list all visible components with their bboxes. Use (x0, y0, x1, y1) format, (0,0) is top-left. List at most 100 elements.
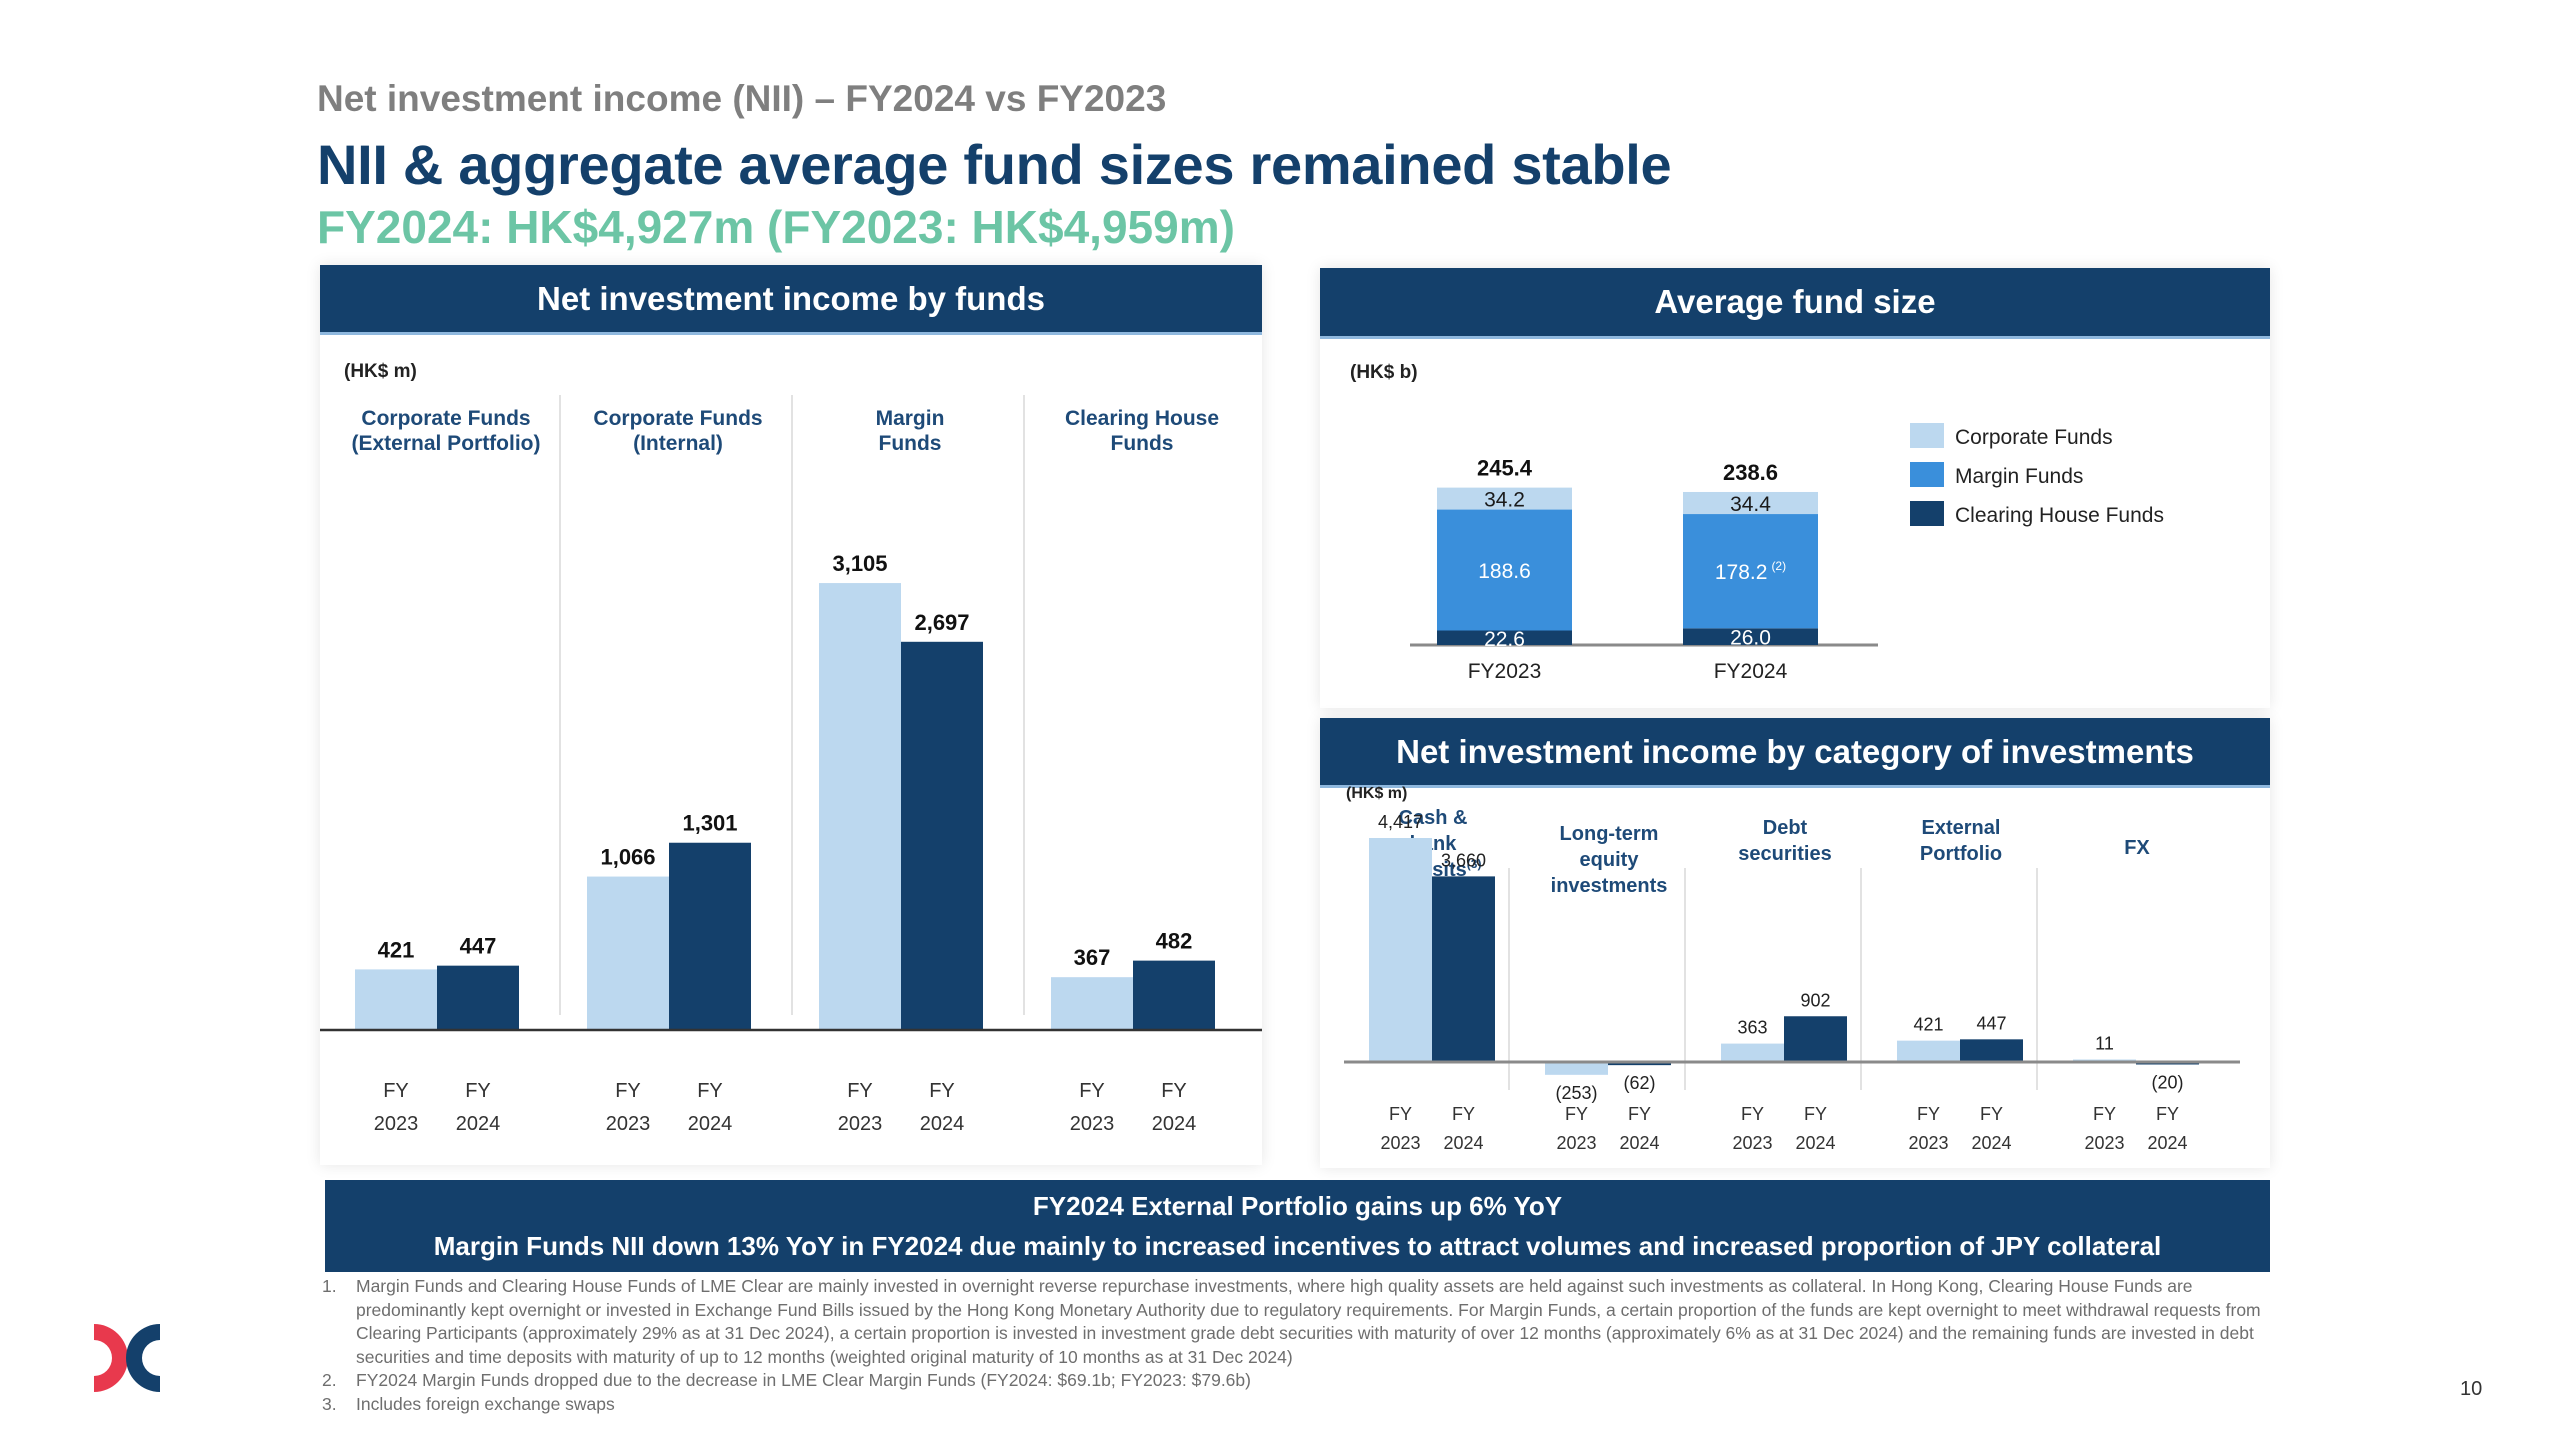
total-label: 238.6 (1723, 460, 1778, 485)
x-tick-label: FY (465, 1080, 491, 1102)
x-tick-label: 2024 (2147, 1133, 2187, 1153)
bar-fy2023 (1721, 1043, 1784, 1062)
category-label: Cash & (1399, 807, 1468, 829)
category-label: Corporate Funds (361, 407, 530, 430)
footnote: 3. Includes foreign exchange swaps (322, 1393, 2282, 1417)
stacked-segment-clearing-house-funds (1437, 630, 1572, 645)
category-label: (Internal) (633, 432, 723, 455)
stacked-segment-margin-funds (1683, 514, 1818, 629)
data-label: 3,105 (832, 551, 887, 576)
footnote-number: 3. (322, 1393, 337, 1414)
segment-label: 34.4 (1730, 493, 1771, 516)
data-label: 2,697 (914, 610, 969, 635)
footnote-number: 1. (322, 1276, 337, 1296)
x-tick-label: 2023 (374, 1113, 419, 1135)
data-label: 902 (1800, 990, 1830, 1010)
category-label: Funds (1111, 432, 1174, 455)
bar-fy2024 (1432, 876, 1495, 1062)
data-label: 421 (1913, 1015, 1943, 1035)
stacked-segment-corporate-funds (1683, 491, 1818, 515)
nii-by-category-chart: (HK$ m)Cash &bankdeposits(3)4,417FY20233… (1344, 785, 2240, 1153)
bar-fy2024 (901, 641, 983, 1030)
subtitle: FY2024: HK$4,927m (FY2023: HK$4,959m) (317, 201, 1235, 253)
footnote-number: 2. (322, 1370, 337, 1390)
data-label: 363 (1737, 1018, 1767, 1038)
x-tick-label: FY (847, 1080, 873, 1102)
hkex-logo-icon (94, 1324, 160, 1392)
banner-line-1: FY2024 External Portfolio gains up 6% Yo… (1032, 1191, 1563, 1221)
footnote-text: Margin Funds and Clearing House Funds of… (356, 1276, 2261, 1367)
bar-fy2023 (819, 583, 901, 1030)
x-tick-label: FY (1079, 1080, 1105, 1102)
data-label: 1,301 (682, 811, 737, 836)
x-tick-label: FY (1804, 1104, 1827, 1124)
legend-label: Clearing House Funds (1955, 504, 2164, 527)
section-title: Net investment income (NII) – FY2024 vs … (317, 78, 1167, 119)
nii-by-category-panel-title: Net investment income by category of inv… (1320, 718, 2270, 788)
x-tick-label: 2024 (456, 1113, 501, 1135)
footnote: 2. FY2024 Margin Funds dropped due to th… (322, 1369, 2282, 1393)
total-label: 245.4 (1477, 456, 1533, 481)
x-tick-label: 2023 (2084, 1133, 2124, 1153)
segment-label: 26.0 (1730, 627, 1771, 650)
x-tick-label: FY (1741, 1104, 1764, 1124)
average-fund-size-panel: Average fund size (HK$ b) 22.6 188.6 34.2 24… (1320, 268, 2270, 708)
data-label: 482 (1156, 929, 1193, 954)
bar-fy2024 (1960, 1039, 2023, 1062)
category-label: Portfolio (1920, 843, 2002, 865)
unit-label: (HK$ b) (1350, 362, 1418, 383)
data-label: 1,066 (600, 845, 655, 870)
category-label: Funds (879, 432, 942, 455)
x-tick-label: 2023 (1070, 1113, 1115, 1135)
data-label: (253) (1555, 1083, 1597, 1103)
x-tick-label: FY (1161, 1080, 1187, 1102)
segment-label: 188.6 (1478, 560, 1531, 583)
x-tick-label: 2023 (838, 1113, 883, 1135)
x-tick-label: 2024 (1443, 1133, 1483, 1153)
legend-swatch (1910, 423, 1944, 448)
nii-by-category-panel: Net investment income by category of inv… (1320, 718, 2270, 1168)
bar-fy2024 (1608, 1062, 1671, 1066)
segment-label: 22.6 (1484, 628, 1525, 651)
average-fund-size-chart: (HK$ b)22.6188.634.2245.4FY202326.0178.2… (1350, 362, 2164, 683)
category-label: securities (1738, 843, 1831, 865)
stacked-segment-margin-funds (1437, 509, 1572, 631)
segment-label: 34.2 (1484, 489, 1525, 512)
x-tick-label: 2023 (606, 1113, 651, 1135)
x-tick-label: 2024 (1971, 1133, 2011, 1153)
nii-by-funds-panel-title: Net investment income by funds (320, 265, 1262, 335)
footnote-text: Includes foreign exchange swaps (356, 1393, 615, 1414)
x-tick-label: FY (383, 1080, 409, 1102)
category-label: Margin (876, 407, 945, 430)
bar-fy2024 (437, 965, 519, 1030)
footnotes: 1. Margin Funds and Clearing House Funds… (322, 1275, 2282, 1416)
category-label: equity (1580, 849, 1640, 871)
x-tick-label: FY (929, 1080, 955, 1102)
category-label: Clearing House (1065, 407, 1219, 430)
footnote: 1. Margin Funds and Clearing House Funds… (322, 1275, 2282, 1369)
x-tick-label: FY (1452, 1104, 1475, 1124)
category-label: investments (1551, 875, 1668, 897)
category-label: Long-term (1560, 823, 1659, 845)
legend-swatch (1910, 501, 1944, 526)
bar-fy2023 (1545, 1062, 1608, 1075)
x-tick-label: FY (1565, 1104, 1588, 1124)
category-label: Corporate Funds (593, 407, 762, 430)
footnote-text: FY2024 Margin Funds dropped due to the d… (356, 1370, 1251, 1390)
main-title: NII & aggregate average fund sizes remai… (317, 133, 1672, 196)
data-label: 11 (2095, 1034, 2114, 1054)
x-tick-label: 2023 (1908, 1133, 1948, 1153)
bar-fy2023 (1369, 838, 1432, 1062)
x-tick-label: FY (697, 1080, 723, 1102)
x-tick-label: 2024 (1795, 1133, 1835, 1153)
x-tick-label: FY (2156, 1104, 2179, 1124)
bar-fy2023 (1897, 1040, 1960, 1062)
x-tick-label: FY2023 (1468, 660, 1542, 683)
bar-fy2024 (1133, 960, 1215, 1030)
category-label: External (1922, 817, 2001, 839)
x-tick-label: FY (2093, 1104, 2116, 1124)
unit-label: (HK$ m) (344, 361, 417, 382)
bar-fy2023 (1051, 977, 1133, 1030)
x-tick-label: 2024 (1619, 1133, 1659, 1153)
bar-fy2024 (669, 842, 751, 1030)
